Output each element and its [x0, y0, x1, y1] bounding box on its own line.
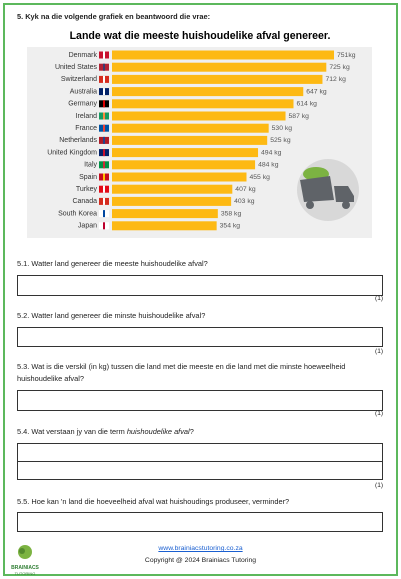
value-label: 407 kg [235, 186, 256, 193]
category-label: Germany [68, 101, 97, 108]
question-heading: 5. Kyk na die volgende grafiek en beantw… [17, 12, 211, 21]
bar [112, 99, 294, 109]
bar [112, 123, 269, 133]
chart-title: Lande wat die meeste huishoudelike afval… [70, 30, 331, 42]
question: 5.1. Watter land genereer die meeste hui… [17, 259, 208, 268]
answer-box[interactable] [17, 390, 383, 411]
marks: (1) [375, 348, 383, 355]
answer-box[interactable] [17, 327, 383, 347]
flag-detail [103, 161, 105, 169]
flag-detail [103, 112, 105, 120]
category-label: Denmark [69, 52, 98, 59]
copyright: Copyright @ 2024 Brainiacs Tutoring [144, 557, 257, 564]
logo-icon [18, 545, 32, 559]
bar [112, 160, 256, 170]
flag-detail [103, 222, 105, 230]
website-link[interactable]: www.brainiacstutoring.co.za [158, 545, 243, 552]
value-label: 358 kg [221, 210, 242, 217]
marks: (1) [375, 295, 383, 302]
bar [112, 172, 247, 182]
truck-icon [297, 159, 359, 221]
category-label: United States [55, 64, 98, 71]
question: 5.4. Wat verstaan jy van die term huisho… [17, 426, 383, 438]
bar [112, 87, 304, 97]
category-label: Netherlands [59, 137, 97, 144]
logo-text: BRAINIACS [11, 565, 39, 571]
flag-detail [103, 124, 105, 132]
flag-detail [103, 149, 105, 157]
category-label: Turkey [76, 186, 98, 193]
answer-box[interactable] [17, 443, 383, 462]
question-emphasis: huishoudelike afval [126, 427, 190, 436]
bar [112, 111, 286, 121]
category-label: Ireland [76, 113, 98, 120]
flag-detail [103, 63, 105, 71]
value-label: 751kg [337, 52, 356, 59]
category-label: France [75, 125, 97, 132]
question-text: 5.4. Wat verstaan jy van die term [17, 427, 127, 436]
value-label: 614 kg [297, 101, 318, 108]
bar [112, 50, 334, 60]
bar [112, 184, 233, 194]
category-label: Canada [72, 198, 97, 205]
flag-detail [103, 51, 105, 59]
bar [112, 135, 268, 145]
question: 5.2. Watter land genereer die minste hui… [17, 311, 206, 320]
bar [112, 148, 259, 158]
marks: (1) [375, 482, 383, 489]
marks: (1) [375, 410, 383, 417]
category-label: Switzerland [61, 76, 97, 83]
answer-box[interactable] [17, 512, 383, 532]
bar [112, 74, 323, 84]
category-label: Japan [78, 223, 97, 230]
value-label: 587 kg [289, 113, 310, 120]
value-label: 403 kg [234, 198, 255, 205]
answer-box[interactable] [17, 461, 383, 480]
bar [112, 209, 218, 219]
category-label: Italy [84, 162, 97, 169]
logo: BRAINIACS TUTORING [8, 544, 42, 576]
question: 5.5. Hoe kan 'n land die hoeveelheid afv… [17, 497, 290, 506]
flag-detail [103, 185, 105, 193]
question: 5.3. Wat is die verskil (in kg) tussen d… [17, 362, 346, 383]
flag-detail [103, 197, 105, 205]
value-label: 712 kg [325, 76, 346, 83]
bar [112, 221, 217, 231]
flag-detail [103, 75, 105, 83]
value-label: 484 kg [258, 162, 279, 169]
value-label: 647 kg [306, 88, 327, 95]
value-label: 725 kg [329, 64, 350, 71]
flag-detail [103, 88, 105, 96]
value-label: 494 kg [261, 149, 282, 156]
flag-detail [103, 100, 105, 108]
flag-detail [103, 173, 105, 181]
category-label: Australia [70, 88, 97, 95]
value-label: 530 kg [272, 125, 293, 132]
category-label: Spain [79, 174, 97, 181]
answer-box[interactable] [17, 275, 383, 296]
chart: Lande wat die meeste huishoudelike afval… [27, 30, 372, 238]
flag-detail [103, 136, 105, 144]
category-label: South Korea [58, 210, 97, 217]
question-end: ? [189, 427, 194, 436]
page-border [3, 3, 398, 576]
value-label: 455 kg [250, 174, 271, 181]
value-label: 354 kg [220, 223, 241, 230]
value-label: 525 kg [270, 137, 291, 144]
logo-sub: TUTORING [14, 571, 36, 576]
category-label: United Kingdom [47, 149, 97, 156]
bar [112, 62, 327, 72]
bar [112, 196, 232, 206]
flag-detail [103, 210, 105, 218]
